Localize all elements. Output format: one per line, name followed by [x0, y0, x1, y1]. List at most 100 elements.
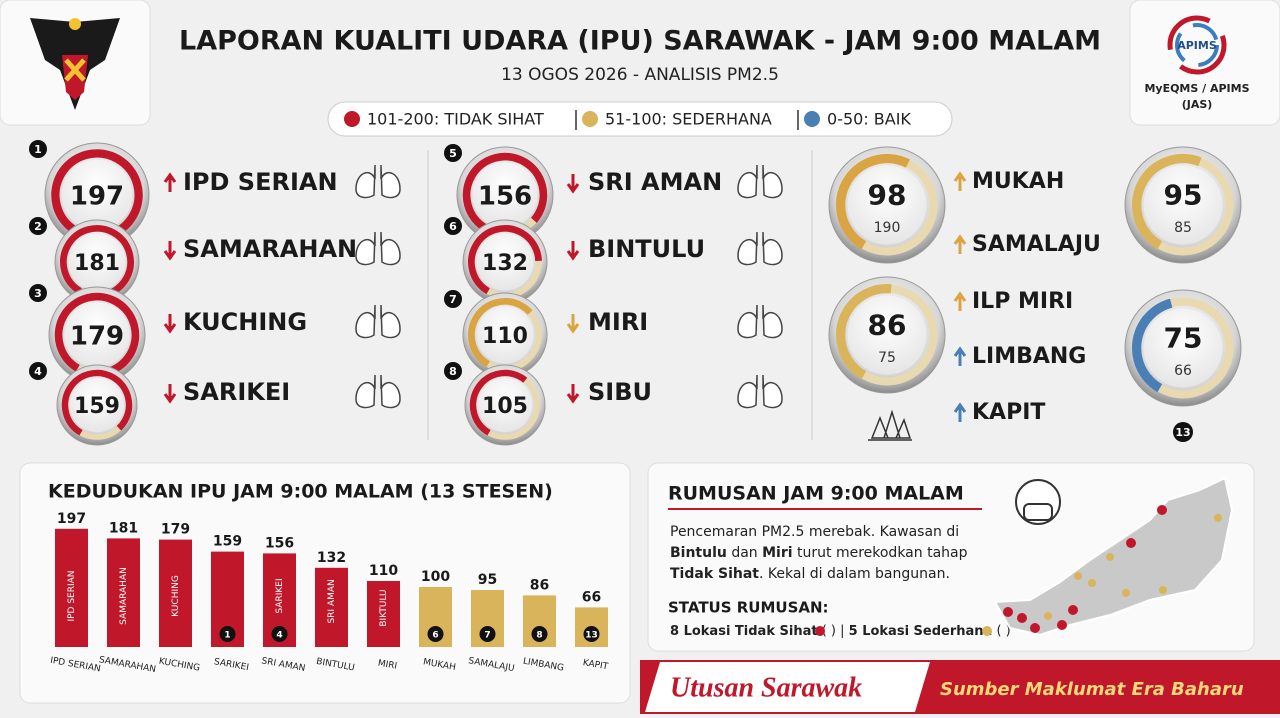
- legend-label: 51-100: SEDERHANA: [605, 110, 772, 129]
- trend-arrow: [163, 241, 177, 261]
- lungs-icon: [737, 231, 783, 266]
- gauge-value: 197: [70, 182, 124, 212]
- gauge-arc: [835, 153, 939, 257]
- rank-number: 1: [34, 143, 42, 156]
- bar-value: 181: [109, 520, 138, 536]
- gauge-face: [476, 306, 534, 364]
- bar-badge-label: 1: [224, 631, 230, 641]
- gauge-value: 110: [482, 324, 528, 349]
- bar-badge-label: 8: [536, 631, 542, 641]
- station-name: SARIKEI: [183, 378, 290, 406]
- station-name: SIBU: [588, 378, 652, 406]
- trend-arrow: [566, 384, 580, 404]
- rank-badge: [1173, 422, 1193, 442]
- logo-ring: [1167, 15, 1227, 75]
- legend-label: 101-200: TIDAK SIHAT: [367, 110, 544, 129]
- gauge-arc: [61, 369, 133, 441]
- trees-icon: [868, 409, 912, 441]
- bar-value: 156: [265, 535, 294, 551]
- bar-badge-label: 7: [484, 631, 490, 641]
- bar: [55, 528, 88, 647]
- gauge-value: 132: [482, 251, 528, 276]
- bar-inner-label: SRI AMAN: [327, 579, 337, 623]
- status-item: 8 Lokasi Tidak Sihat: [670, 624, 818, 639]
- gauge-arc: [835, 283, 939, 387]
- lungs-icon: [355, 231, 401, 266]
- logo-ring-inner: [1175, 23, 1219, 67]
- rank-badge: [29, 140, 47, 158]
- station-name: IPD SERIAN: [183, 168, 338, 196]
- bar-value: 95: [478, 572, 497, 588]
- rank-badge: [444, 144, 462, 162]
- status-title: STATUS RUMUSAN:: [668, 599, 829, 617]
- map: [993, 476, 1234, 637]
- gauge-arc: [468, 298, 542, 372]
- bar-badge: [479, 626, 496, 642]
- bar: [107, 538, 140, 647]
- lungs-icon: [737, 374, 783, 409]
- bar-badge: [583, 626, 600, 642]
- gauge-value: 156: [478, 182, 532, 212]
- rank-number: 5: [449, 147, 457, 160]
- body-text: turut merekodkan tahap: [793, 545, 972, 561]
- status-dot: [982, 626, 992, 636]
- rank-number: 3: [34, 287, 42, 300]
- body-text: Miri: [762, 545, 792, 561]
- bar-badge-label: 4: [276, 631, 282, 641]
- crest: [30, 18, 120, 110]
- trend-arrow: [566, 314, 580, 334]
- gauge-value: 105: [482, 394, 528, 419]
- x-tick-label: MIRI: [377, 659, 398, 672]
- gauge-face: [1143, 165, 1223, 245]
- chart-title: KEDUDUKAN IPU JAM 9:00 MALAM (13 STESEN): [48, 481, 553, 503]
- x-tick-label: KAPIT: [582, 658, 609, 672]
- rank-badge: [29, 217, 47, 235]
- summary-body: Pencemaran PM2.5 merebak. Kawasan di Bin…: [670, 524, 972, 582]
- gauge-arc: [468, 225, 542, 299]
- bar-value: 100: [421, 569, 450, 585]
- body-text: Bintulu: [670, 545, 727, 561]
- rank-badge: [444, 217, 462, 235]
- gauge-sub: 85: [1174, 220, 1192, 236]
- bar-inner-label: SAMARAHAN: [119, 567, 129, 625]
- body-text: Tidak Sihat: [670, 566, 759, 582]
- gauge-value: 86: [868, 308, 907, 341]
- station-name: SRI AMAN: [588, 168, 722, 196]
- gauge-value: 179: [70, 322, 124, 352]
- agency-sub: (JAS): [1182, 98, 1213, 111]
- logo-text: APIMS: [1177, 39, 1217, 52]
- gauge-value: 95: [1164, 178, 1203, 211]
- rank-number: 8: [449, 365, 457, 378]
- gauge-face: [477, 377, 533, 433]
- gauge-face: [1143, 308, 1223, 388]
- station-name: MUKAH: [972, 169, 1064, 194]
- station-name: SAMALAJU: [972, 232, 1101, 257]
- rank-badge: [29, 284, 47, 302]
- title: LAPORAN KUALITI UDARA (IPU) SARAWAK - JA…: [179, 26, 1101, 57]
- gauge-face: [68, 233, 126, 291]
- rank-number: 4: [34, 365, 42, 378]
- gauge-sub: 66: [1174, 363, 1192, 379]
- rank-badge: [29, 362, 47, 380]
- bar-value: 159: [213, 534, 242, 550]
- status-dot: [815, 626, 825, 636]
- lungs-icon: [737, 304, 783, 339]
- bar-value: 86: [530, 577, 549, 593]
- bar-inner-label: IPD SERIAN: [67, 570, 77, 621]
- trend-arrow: [163, 172, 177, 192]
- station-name: KAPIT: [972, 400, 1045, 425]
- bar: [315, 567, 348, 647]
- lungs-icon: [737, 164, 783, 199]
- status-item: 5 Lokasi Sederhana: [849, 624, 993, 639]
- station-name: ILP MIRI: [972, 289, 1073, 314]
- gauge-arc: [469, 369, 541, 441]
- bar-value: 179: [161, 522, 190, 538]
- bar-value: 66: [582, 589, 601, 605]
- lungs-icon: [355, 374, 401, 409]
- bar-inner-label: SARIKEI: [275, 578, 285, 613]
- gauge-sub: 190: [874, 220, 901, 236]
- trend-arrow: [566, 241, 580, 261]
- gauge-value: 181: [74, 251, 120, 276]
- gauge-sub: 75: [878, 350, 896, 366]
